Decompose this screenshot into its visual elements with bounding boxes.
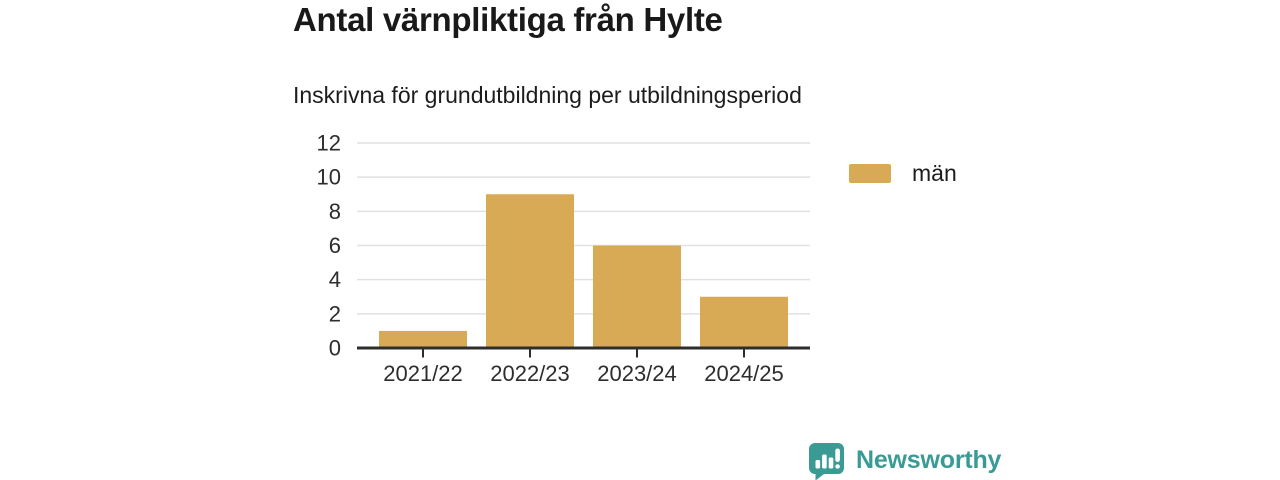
bar bbox=[379, 330, 467, 348]
y-axis-tick-label: 12 bbox=[317, 131, 341, 156]
legend-label-man: män bbox=[912, 160, 957, 186]
bar bbox=[593, 245, 681, 348]
x-axis-tick-label: 2021/22 bbox=[383, 361, 463, 386]
y-axis-tick-label: 10 bbox=[317, 165, 341, 190]
newsworthy-branding: Newsworthy bbox=[806, 440, 1001, 480]
y-axis-tick-label: 2 bbox=[329, 301, 341, 326]
page-title: Antal värnpliktiga från Hylte bbox=[293, 1, 723, 38]
legend-swatch-man bbox=[849, 164, 891, 183]
y-axis-tick-label: 6 bbox=[329, 233, 341, 258]
newsworthy-logo-icon bbox=[809, 443, 844, 480]
chart-subtitle: Inskrivna för grundutbildning per utbild… bbox=[293, 82, 802, 108]
newsworthy-wordmark: Newsworthy bbox=[856, 445, 1002, 474]
x-axis-tick-label: 2022/23 bbox=[490, 361, 570, 386]
x-axis-tick-label: 2024/25 bbox=[704, 361, 784, 386]
y-axis-tick-label: 4 bbox=[329, 267, 341, 292]
y-axis-tick-label: 0 bbox=[329, 336, 341, 361]
x-axis-tick-label: 2023/24 bbox=[597, 361, 677, 386]
chart-legend: män bbox=[849, 160, 957, 187]
y-axis-tick-label: 8 bbox=[329, 199, 341, 224]
bar bbox=[700, 296, 788, 348]
bar bbox=[486, 194, 574, 348]
